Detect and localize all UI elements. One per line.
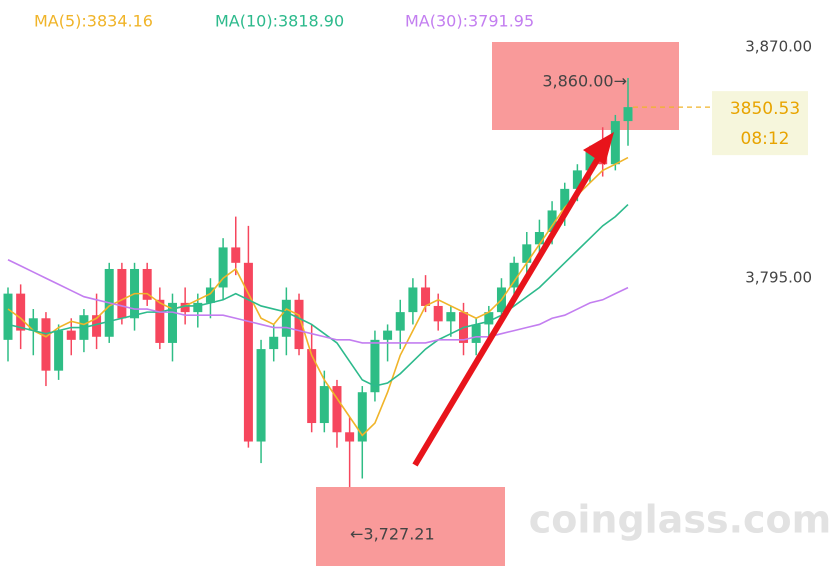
candle-body: [3, 293, 13, 340]
candle-body: [16, 293, 26, 331]
watermark: coinglass.com: [529, 498, 829, 542]
candle-body: [433, 305, 443, 322]
candle-body: [167, 302, 177, 343]
candle-body: [408, 287, 418, 313]
candle-body: [294, 299, 304, 350]
candle-body: [319, 386, 329, 424]
candle-body: [534, 232, 544, 245]
candle-body: [269, 336, 279, 350]
legend-entry: MA(10):3818.90: [215, 12, 344, 31]
candle-body: [243, 262, 253, 442]
candle-body: [383, 330, 393, 340]
trend-arrow: [412, 153, 603, 467]
candle-body: [484, 312, 494, 325]
candle-body: [117, 268, 127, 319]
candle-body: [471, 324, 481, 343]
low-label: ←3,727.21: [350, 525, 435, 544]
ma-line: [7, 259, 629, 344]
y-tick-label: 3,795.00: [745, 269, 812, 287]
current-price: 3850.53: [730, 99, 800, 119]
candle-body: [66, 330, 76, 340]
candle-body: [395, 312, 405, 331]
candle-body: [522, 244, 532, 263]
candle-body: [281, 299, 291, 337]
candle-body: [509, 262, 519, 288]
high-highlight: [492, 42, 679, 130]
candle-body: [357, 392, 367, 442]
low-highlight: [316, 487, 505, 566]
candle-body: [218, 247, 228, 288]
candle-body: [623, 107, 633, 122]
candle-body: [547, 210, 557, 233]
legend-entry: MA(30):3791.95: [405, 12, 534, 31]
candle-body: [142, 268, 152, 300]
candle-body: [332, 386, 342, 433]
candle-body: [92, 315, 102, 337]
candle-body: [180, 302, 190, 313]
ma-line: [7, 204, 629, 387]
candle-body: [446, 312, 456, 322]
trend-arrow-head: [583, 132, 614, 165]
legend-entry: MA(5):3834.16: [34, 12, 153, 31]
countdown: 08:12: [741, 129, 790, 149]
candle-body: [28, 318, 38, 331]
candle-body: [560, 188, 570, 211]
candle-body: [572, 170, 582, 189]
candle-body: [54, 330, 64, 371]
ma-line: [7, 156, 629, 437]
candle-body: [585, 151, 595, 171]
candle-body: [205, 287, 215, 303]
candle-body: [41, 318, 51, 371]
price-box: [712, 91, 808, 156]
candle-body: [370, 339, 380, 393]
candle-body: [155, 299, 165, 343]
candle-body: [610, 121, 620, 165]
candle-body: [231, 247, 241, 263]
candle-body: [421, 287, 431, 306]
high-label: 3,860.00→: [542, 71, 627, 90]
candle-body: [345, 432, 355, 442]
candle-body: [307, 349, 317, 424]
candle-body: [193, 302, 203, 313]
candle-body: [256, 349, 266, 442]
y-tick-label: 3,870.00: [745, 38, 812, 56]
